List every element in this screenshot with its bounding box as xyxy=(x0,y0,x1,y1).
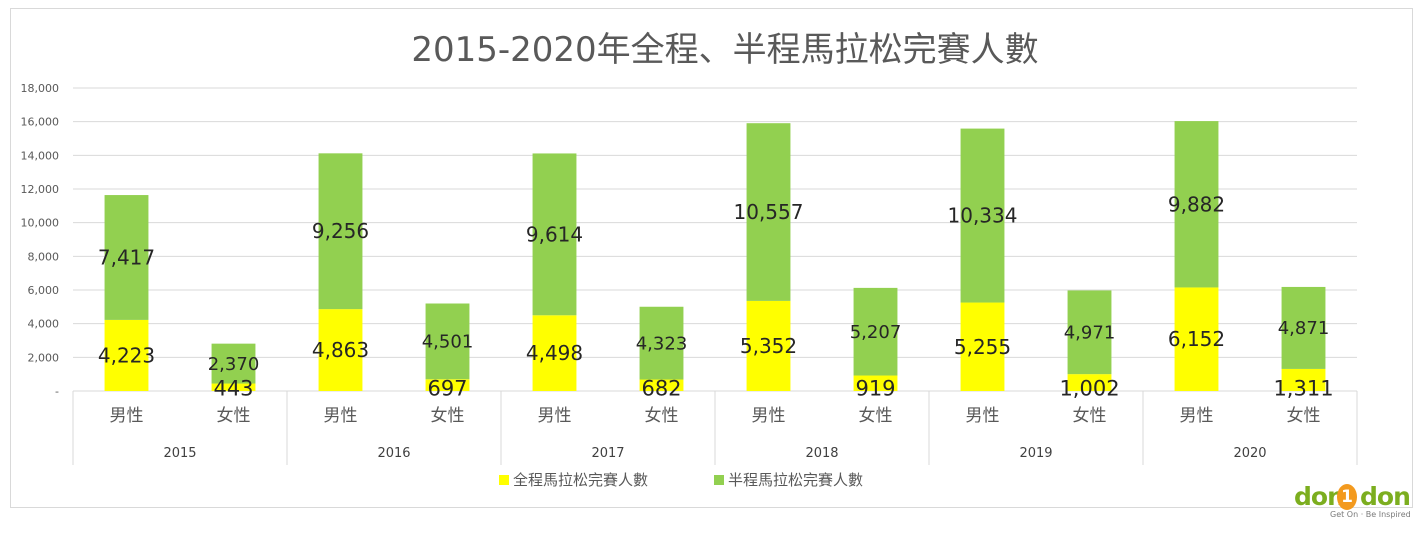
bar-full-marathon xyxy=(318,309,363,391)
data-label-half: 4,501 xyxy=(422,332,474,353)
bar-full-marathon xyxy=(746,300,791,391)
bar-full-marathon xyxy=(960,302,1005,391)
data-label-half: 2,370 xyxy=(208,354,260,375)
data-label-full: 4,863 xyxy=(312,338,369,362)
chart-frame: 2015-2020年全程、半程馬拉松完賽人數 - 2,000 4,000 6,000 8,… xyxy=(10,8,1413,508)
y-tick-label: 2,000 xyxy=(28,351,60,364)
bar-half-marathon xyxy=(532,153,577,316)
data-label-half: 4,871 xyxy=(1278,318,1330,339)
bar-half-marathon xyxy=(104,195,149,320)
bar-half-marathon xyxy=(1067,290,1112,375)
legend-label-full: 全程馬拉松完賽人數 xyxy=(513,471,648,489)
x-group-label: 2016 xyxy=(377,446,410,461)
legend-swatch-half xyxy=(714,475,724,485)
stacked-bar-chart: 2015-2020年全程、半程馬拉松完賽人數 - 2,000 4,000 6,000 8,… xyxy=(21,30,1358,489)
y-tick-label: 4,000 xyxy=(28,318,60,331)
bar-full-marathon xyxy=(211,383,256,391)
y-tick-label: 6,000 xyxy=(28,284,60,297)
data-label-half: 9,882 xyxy=(1168,192,1225,216)
y-tick-label: 12,000 xyxy=(21,183,60,196)
bar-half-marathon xyxy=(211,343,256,384)
y-tick-label: 10,000 xyxy=(21,217,60,230)
dondon-logo: don 1 don Get On · Be Inspired xyxy=(1290,482,1420,532)
x-subcategory-label: 女性 xyxy=(645,406,679,426)
bar-half-marathon xyxy=(1174,121,1219,288)
data-label-full: 697 xyxy=(427,376,467,400)
bar-half-marathon xyxy=(746,123,791,301)
bar-full-marathon xyxy=(1174,287,1219,391)
data-label-full: 5,255 xyxy=(954,335,1011,359)
x-subcategory-label: 女性 xyxy=(1287,406,1321,426)
data-label-full: 5,352 xyxy=(740,334,797,358)
bar-half-marathon xyxy=(1281,286,1326,369)
data-label-half: 5,207 xyxy=(850,322,902,343)
x-group-label: 2018 xyxy=(805,446,838,461)
x-subcategory-label: 男性 xyxy=(324,406,358,426)
y-tick-label: 18,000 xyxy=(21,82,60,95)
logo-word-left: don xyxy=(1294,482,1345,511)
data-label-full: 1,311 xyxy=(1273,376,1333,400)
x-subcategory-label: 女性 xyxy=(859,406,893,426)
bar-half-marathon xyxy=(425,303,470,380)
x-group-label: 2017 xyxy=(591,446,624,461)
legend-label-half: 半程馬拉松完賽人數 xyxy=(728,471,863,489)
bar-full-marathon xyxy=(104,319,149,391)
bar-full-marathon xyxy=(532,315,577,391)
data-label-half: 7,417 xyxy=(98,245,155,269)
bar-full-marathon xyxy=(853,375,898,391)
data-label-full: 6,152 xyxy=(1168,327,1225,351)
data-label-full: 1,002 xyxy=(1059,376,1119,400)
x-subcategory-label: 男性 xyxy=(752,406,786,426)
data-label-half: 9,614 xyxy=(526,222,583,246)
y-tick-label: - xyxy=(55,385,59,398)
bar-half-marathon xyxy=(639,306,684,380)
bar-full-marathon xyxy=(639,379,684,391)
x-subcategory-label: 男性 xyxy=(966,406,1000,426)
x-subcategory-label: 男性 xyxy=(1180,406,1214,426)
y-tick-label: 16,000 xyxy=(21,116,60,129)
x-subcategory-label: 女性 xyxy=(431,406,465,426)
data-label-full: 4,223 xyxy=(98,343,155,367)
bar-half-marathon xyxy=(960,128,1005,303)
bar-full-marathon xyxy=(1281,368,1326,391)
data-label-full: 443 xyxy=(213,376,253,400)
data-label-full: 682 xyxy=(641,376,681,400)
logo-badge: 1 xyxy=(1337,484,1357,510)
bar-full-marathon xyxy=(1067,374,1112,391)
data-label-half: 10,557 xyxy=(734,200,804,224)
data-label-half: 4,323 xyxy=(636,333,688,354)
legend-swatch-full xyxy=(499,475,509,485)
y-tick-label: 8,000 xyxy=(28,250,60,263)
bar-half-marathon xyxy=(318,153,363,310)
x-group-label: 2019 xyxy=(1019,446,1052,461)
data-label-full: 919 xyxy=(855,376,895,400)
x-group-label: 2020 xyxy=(1233,446,1266,461)
logo-tagline: Get On · Be Inspired xyxy=(1330,510,1411,519)
chart-title: 2015-2020年全程、半程馬拉松完賽人數 xyxy=(411,30,1038,70)
y-tick-label: 14,000 xyxy=(21,149,60,162)
x-subcategory-label: 女性 xyxy=(1073,406,1107,426)
bar-half-marathon xyxy=(853,287,898,376)
data-label-half: 10,334 xyxy=(948,204,1018,228)
x-subcategory-label: 女性 xyxy=(217,406,251,426)
data-label-half: 9,256 xyxy=(312,219,369,243)
data-label-half: 4,971 xyxy=(1064,323,1116,344)
x-subcategory-label: 男性 xyxy=(538,406,572,426)
logo-word-right: don xyxy=(1360,482,1411,511)
bar-full-marathon xyxy=(425,379,470,391)
x-subcategory-label: 男性 xyxy=(110,406,144,426)
data-label-full: 4,498 xyxy=(526,341,583,365)
x-group-label: 2015 xyxy=(163,446,196,461)
